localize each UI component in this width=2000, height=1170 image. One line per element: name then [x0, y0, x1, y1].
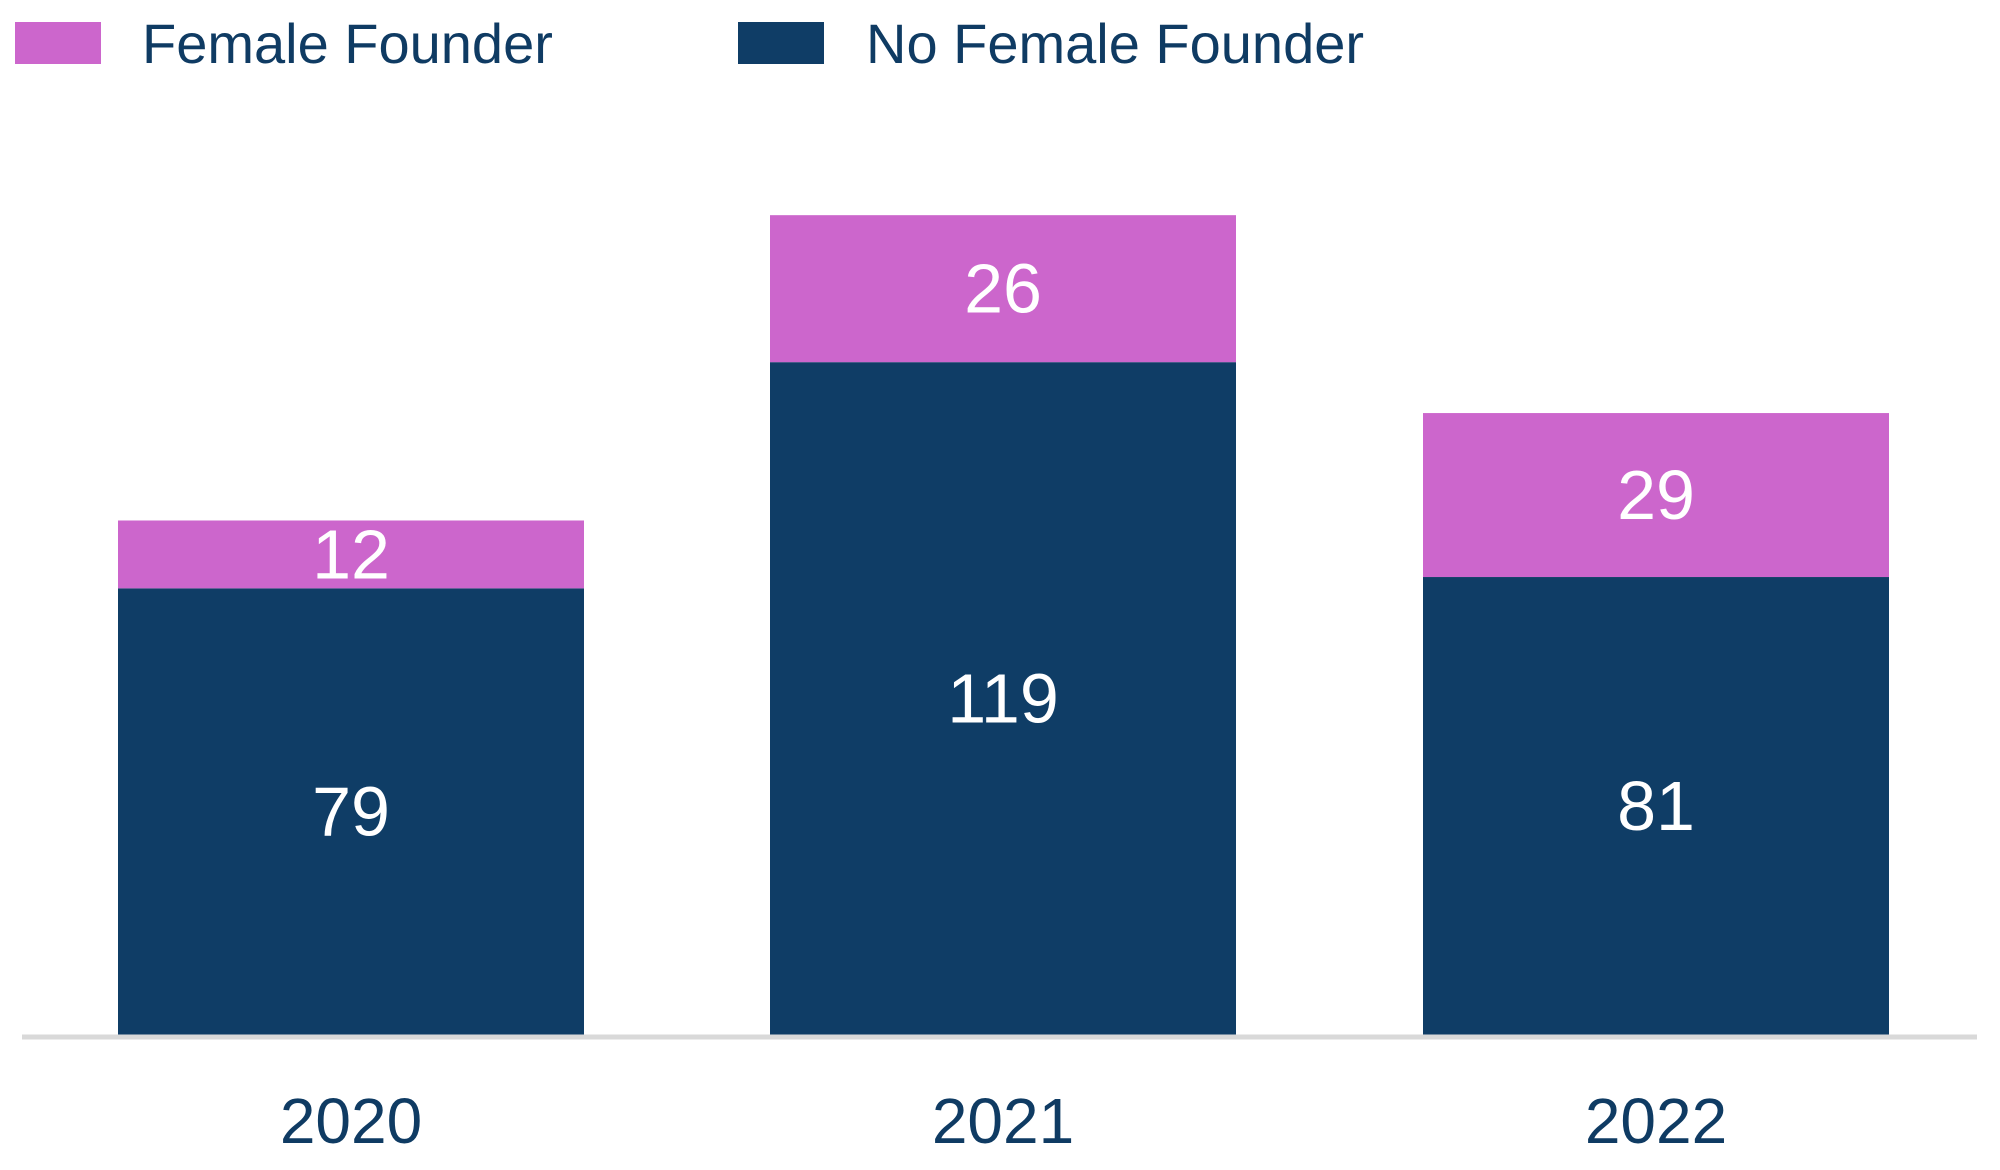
- bar-no-female-founder-2021: [770, 362, 1236, 1035]
- x-tick-label-2022: 2022: [1585, 1085, 1727, 1157]
- bar-female-founder-2020: [118, 520, 584, 589]
- bar-female-founder-2022: [1423, 413, 1889, 578]
- legend-label-female-founder: Female Founder: [142, 12, 553, 75]
- data-label-female-founder-2022: 29: [1617, 456, 1695, 534]
- bar-female-founder-2021: [770, 215, 1236, 363]
- bar-no-female-founder-2020: [118, 588, 584, 1035]
- x-axis-ticks: 2020 2021 2022: [280, 1085, 1727, 1157]
- plot-area: 79 12 119 26 81 29: [118, 215, 1889, 1035]
- bar-no-female-founder-2022: [1423, 577, 1889, 1035]
- x-tick-label-2020: 2020: [280, 1085, 422, 1157]
- legend-swatch-female-founder: [15, 22, 101, 64]
- data-label-female-founder-2020: 12: [312, 515, 390, 593]
- data-label-no-female-founder-2022: 81: [1617, 767, 1695, 845]
- data-label-no-female-founder-2020: 79: [312, 773, 390, 851]
- legend: Female Founder No Female Founder: [15, 12, 1364, 75]
- data-label-female-founder-2021: 26: [964, 250, 1042, 328]
- data-label-no-female-founder-2021: 119: [947, 660, 1059, 738]
- legend-label-no-female-founder: No Female Founder: [866, 12, 1364, 75]
- legend-swatch-no-female-founder: [738, 22, 824, 64]
- x-tick-label-2021: 2021: [932, 1085, 1074, 1157]
